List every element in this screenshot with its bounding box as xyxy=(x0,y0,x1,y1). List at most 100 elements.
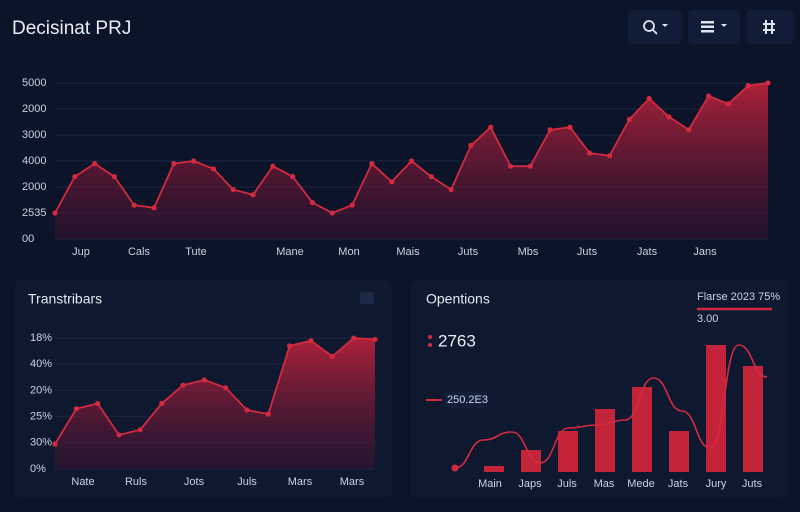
point xyxy=(488,124,494,130)
x-tick-label: Mon xyxy=(338,246,359,258)
y-tick-label: 4000 xyxy=(22,155,46,167)
point xyxy=(52,210,58,216)
y-tick-label: 2000 xyxy=(22,181,46,193)
point xyxy=(137,427,143,433)
point xyxy=(389,179,395,185)
search-icon xyxy=(652,29,658,35)
y-tick-label: 00 xyxy=(22,233,34,245)
point xyxy=(309,200,316,206)
x-tick-label: Jans xyxy=(693,246,717,258)
point xyxy=(250,192,256,198)
point xyxy=(451,464,459,472)
legend-label: Flarse 2023 75% xyxy=(697,291,780,303)
settings-button[interactable] xyxy=(746,10,794,44)
point xyxy=(52,441,58,447)
y-tick-label: 3000 xyxy=(22,129,46,141)
point xyxy=(408,158,415,164)
point xyxy=(725,101,731,107)
point xyxy=(329,210,335,216)
y-tick-label: 0% xyxy=(30,463,46,475)
x-tick-label: Mars xyxy=(288,476,313,488)
menu-icon xyxy=(701,25,714,28)
y-tick-label: 40% xyxy=(30,358,52,370)
panel-icon[interactable] xyxy=(360,292,374,304)
x-tick-label: Jats xyxy=(668,478,689,490)
x-tick-label: Mars xyxy=(340,476,365,488)
point xyxy=(210,166,217,172)
point xyxy=(265,411,271,417)
bar xyxy=(743,366,763,472)
x-tick-label: Juts xyxy=(742,478,763,490)
point xyxy=(349,202,355,208)
x-tick-label: Japs xyxy=(518,478,542,490)
y-tick-label: 2000 xyxy=(22,103,46,115)
point xyxy=(428,174,434,180)
bar xyxy=(558,431,578,472)
point xyxy=(92,161,98,167)
x-tick-label: Cals xyxy=(128,246,151,258)
x-tick-label: Tute xyxy=(185,246,207,258)
point xyxy=(180,382,186,388)
bar xyxy=(669,431,689,472)
panel-title: Opentions xyxy=(426,291,490,307)
point xyxy=(547,127,553,133)
point xyxy=(765,80,771,86)
point xyxy=(606,153,613,159)
x-tick-label: Main xyxy=(478,478,502,490)
panel-title: Transtribars xyxy=(28,291,102,307)
point xyxy=(171,161,177,167)
x-tick-label: Mais xyxy=(396,246,420,258)
menu-icon xyxy=(701,30,714,33)
menu-icon xyxy=(701,21,714,24)
point xyxy=(287,343,293,349)
point xyxy=(626,116,632,122)
x-tick-label: Mede xyxy=(627,478,655,490)
x-tick-label: Jots xyxy=(184,476,205,488)
x-tick-label: Mbs xyxy=(518,246,539,258)
point xyxy=(587,150,593,156)
x-tick-label: Nate xyxy=(71,476,94,488)
dropdown-caret xyxy=(662,24,668,27)
point xyxy=(131,202,137,208)
tag xyxy=(444,392,488,408)
point xyxy=(372,336,378,342)
x-tick-label: Jats xyxy=(637,246,658,258)
bar xyxy=(484,466,504,472)
grid-icon xyxy=(763,20,775,34)
x-tick-label: Juls xyxy=(557,478,577,490)
point xyxy=(567,124,573,130)
point xyxy=(527,163,533,169)
marker xyxy=(428,343,432,347)
bar xyxy=(706,345,726,472)
point xyxy=(95,400,101,407)
bar xyxy=(595,409,615,472)
area xyxy=(55,338,375,469)
dropdown-caret xyxy=(721,24,727,27)
line xyxy=(54,337,376,445)
marker xyxy=(428,335,432,339)
y-tick-label: 30% xyxy=(30,437,52,449)
point xyxy=(351,335,357,341)
metric-value: 2763 xyxy=(438,331,476,350)
point xyxy=(151,205,157,211)
legend-sub: 3.00 xyxy=(697,313,718,325)
search-button[interactable] xyxy=(628,10,682,44)
y-tick-label: 2535 xyxy=(22,207,46,219)
point xyxy=(308,338,314,344)
point xyxy=(448,187,454,193)
point xyxy=(116,432,122,438)
x-tick-label: Mane xyxy=(276,246,304,258)
x-tick-label: Mas xyxy=(594,478,615,490)
x-tick-label: Jup xyxy=(72,246,90,258)
point xyxy=(745,83,751,89)
point xyxy=(666,114,672,120)
x-tick-label: Ruls xyxy=(125,476,148,488)
point xyxy=(290,174,296,180)
tag-label: 250.2E3 xyxy=(447,394,488,406)
point xyxy=(191,158,197,164)
y-tick-label: 5000 xyxy=(22,77,46,89)
point xyxy=(468,142,474,148)
point xyxy=(507,163,514,169)
